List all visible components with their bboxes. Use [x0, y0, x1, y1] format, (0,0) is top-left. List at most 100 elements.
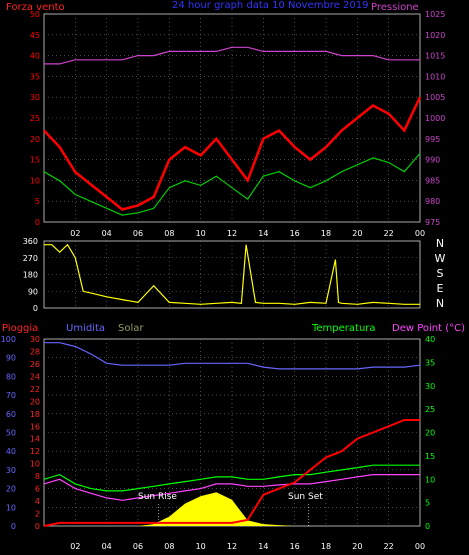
wind-tick-label: 25: [30, 114, 40, 123]
wind-tick-label: 0: [35, 218, 40, 227]
direction-tick-label: 180: [23, 271, 38, 280]
humidity-tick-label: 100: [1, 335, 16, 344]
humidity-tick-label: 30: [6, 466, 16, 475]
pressure-line: [44, 46, 420, 65]
rain-tick-label: 4: [35, 497, 40, 506]
solar-area: [44, 492, 420, 526]
wind-speed-line: [43, 96, 422, 211]
humidity-tick-label: 60: [6, 410, 16, 419]
pressure-tick-label: 985: [425, 176, 440, 185]
temperature-tick-label: 40: [425, 335, 435, 344]
rain-tick-label: 18: [30, 410, 40, 419]
wind-tick-label: 40: [30, 52, 40, 61]
rain-line: [43, 419, 420, 527]
compass-label: N: [436, 237, 444, 250]
humidity-tick-label: 70: [6, 391, 16, 400]
x-tick-label: 16: [290, 229, 300, 238]
wind-tick-label: 30: [30, 93, 40, 102]
dewpoint-axis-label: Dew Point (°C): [392, 323, 465, 334]
x-tick-label: 10: [196, 229, 206, 238]
rain-axis-label: Pioggia: [2, 323, 38, 334]
humidity-tick-label: 10: [6, 503, 16, 512]
humidity-line: [44, 342, 421, 370]
panel2-series: [44, 243, 420, 305]
x-tick-label: 10: [196, 542, 206, 551]
x-tick-label: 12: [227, 542, 237, 551]
x-tick-label: 04: [102, 542, 112, 551]
compass-label: E: [437, 282, 444, 295]
direction-axis-ticks: 0 90 180 270 360: [23, 237, 38, 313]
humidity-tick-label: 90: [6, 354, 16, 363]
pressure-tick-label: 990: [425, 156, 440, 165]
rain-tick-label: 26: [30, 360, 40, 369]
sunset-label: Sun Set: [288, 492, 323, 502]
rain-tick-label: 8: [35, 472, 40, 481]
x-tick-label: 22: [384, 542, 394, 551]
humidity-tick-label: 50: [6, 429, 16, 438]
compass-label: N: [436, 297, 444, 310]
x-tick-label: 20: [352, 229, 362, 238]
wind-tick-label: 50: [30, 10, 40, 19]
direction-tick-label: 360: [23, 237, 38, 246]
wind-tick-label: 10: [30, 176, 40, 185]
x-tick-label: 18: [321, 542, 331, 551]
x-tick-label: 06: [133, 542, 143, 551]
temperature-tick-label: 10: [425, 475, 435, 484]
rain-tick-label: 14: [30, 435, 40, 444]
x-tick-label: 22: [384, 229, 394, 238]
pressure-tick-label: 1025: [425, 10, 445, 19]
x-tick-label: 14: [258, 542, 268, 551]
panel3-series: [43, 342, 421, 527]
x-tick-label: 18: [321, 229, 331, 238]
compass-label: W: [435, 252, 446, 265]
pressure-tick-label: 1005: [425, 93, 445, 102]
temperature-tick-label: 5: [425, 499, 430, 508]
x-tick-label: 06: [133, 229, 143, 238]
pressure-tick-label: 1010: [425, 72, 445, 81]
x-tick-label: 04: [102, 229, 112, 238]
pressure-tick-label: 1020: [425, 31, 445, 40]
temperature-tick-label: 15: [425, 452, 435, 461]
wind-tick-label: 15: [30, 156, 40, 165]
humidity-tick-label: 80: [6, 372, 16, 381]
wind-average-line: [43, 153, 421, 216]
compass-label: S: [437, 267, 444, 280]
direction-tick-label: 0: [33, 304, 38, 313]
temperature-tick-label: 35: [425, 358, 435, 367]
temperature-tick-label: 25: [425, 405, 435, 414]
humidity-tick-label: 0: [11, 522, 16, 531]
rain-tick-label: 6: [35, 485, 40, 494]
pressure-axis-label: Pressione: [371, 2, 419, 13]
rain-tick-label: 10: [30, 460, 40, 469]
rain-tick-label: 20: [30, 397, 40, 406]
rain-tick-label: 30: [30, 335, 40, 344]
temperature-tick-label: 30: [425, 382, 435, 391]
dewpoint-line: [43, 474, 420, 501]
wind-tick-label: 35: [30, 72, 40, 81]
pressure-axis-ticks: 975 980 985 990 995 1000 1005 1010 1015 1020 1025: [425, 10, 445, 227]
humidity-tick-label: 20: [6, 485, 16, 494]
wind-axis-label: Forza vento: [6, 2, 65, 13]
rain-tick-label: 24: [30, 372, 40, 381]
x-tick-label: 02: [70, 542, 80, 551]
panel1-series: [43, 46, 422, 216]
wind-tick-label: 5: [35, 197, 40, 206]
wind-axis-ticks: 0 5 10 15 20 25 30 35 40 45 50: [30, 10, 40, 227]
pressure-tick-label: 1000: [425, 114, 445, 123]
temperature-tick-label: 0: [425, 522, 430, 531]
rain-tick-label: 12: [30, 447, 40, 456]
rain-tick-label: 16: [30, 422, 40, 431]
chart-title: 24 hour graph data 10 Novembre 2019: [172, 0, 368, 11]
pressure-tick-label: 995: [425, 135, 440, 144]
x-tick-label: 12: [227, 229, 237, 238]
pressure-tick-label: 980: [425, 197, 440, 206]
humidity-tick-label: 40: [6, 447, 16, 456]
panel2-grid: [44, 241, 420, 308]
temperature-panel: Pioggia Umidita Solar Temperatura Dew Po…: [1, 323, 465, 551]
rain-tick-label: 2: [35, 510, 40, 519]
wind-tick-label: 45: [30, 31, 40, 40]
pressure-tick-label: 975: [425, 218, 440, 227]
